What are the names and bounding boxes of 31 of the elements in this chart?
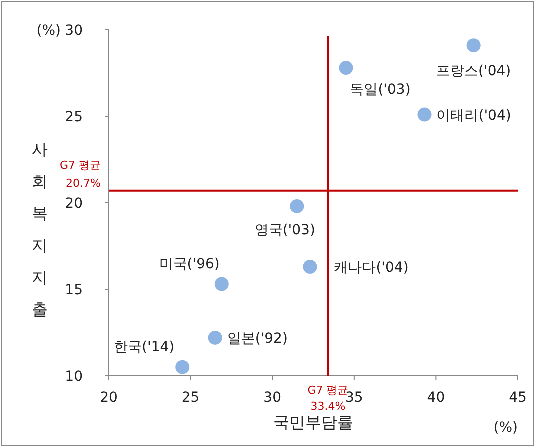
annotation: 미국('96) bbox=[159, 256, 220, 272]
point bbox=[208, 330, 222, 345]
annotation: 독일('03) bbox=[350, 82, 411, 98]
annotation: 프랑스('04) bbox=[436, 64, 512, 80]
x-tick-label: 45 bbox=[509, 390, 527, 406]
annotation: 일본('92) bbox=[227, 330, 288, 347]
point bbox=[303, 260, 318, 274]
y-tick-label: 20 bbox=[65, 196, 83, 212]
x-tick-label: 25 bbox=[182, 390, 200, 406]
x-tick-label: 30 bbox=[264, 390, 282, 406]
x-tick-label: 20 bbox=[100, 390, 118, 406]
point bbox=[176, 360, 190, 374]
y-tick-label: 15 bbox=[65, 282, 83, 298]
y-tick-label: 25 bbox=[65, 110, 83, 126]
x-axis-title: 국민부담률 bbox=[274, 413, 354, 432]
y-tick-label: 30 bbox=[65, 23, 83, 39]
x-tick-label: 40 bbox=[427, 390, 446, 406]
point bbox=[339, 61, 354, 76]
annotation: 캐나다('04) bbox=[334, 260, 409, 276]
ref-line-label: G7 평균 20.7% bbox=[60, 158, 101, 190]
annotation: 이태리('04) bbox=[436, 108, 512, 124]
point bbox=[418, 108, 432, 122]
point bbox=[466, 38, 481, 53]
text: (%) bbox=[494, 420, 518, 436]
y-axis-title: 사회복지지출 bbox=[32, 140, 48, 319]
annotation: 영국('03) bbox=[254, 222, 316, 238]
point bbox=[290, 199, 304, 214]
point bbox=[214, 277, 229, 292]
y-tick-label: 10 bbox=[65, 369, 83, 385]
annotation: 한국('14) bbox=[114, 339, 175, 356]
text: (%) bbox=[36, 23, 61, 39]
